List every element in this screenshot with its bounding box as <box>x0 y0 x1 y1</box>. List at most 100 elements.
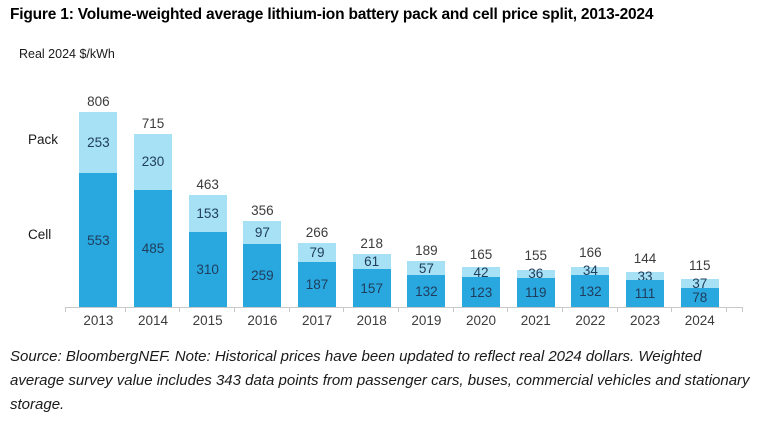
total-label-2018: 218 <box>360 236 383 252</box>
cell-segment-2017: 187 <box>298 261 337 307</box>
chart-column-2016: 356 97 259 <box>235 85 290 307</box>
bar-stack-2013: 806 253 553 <box>79 94 118 307</box>
chart-column-2023: 144 33 111 <box>618 85 673 307</box>
cell-value-label: 123 <box>469 284 493 300</box>
pack-segment-2023: 33 <box>626 269 665 284</box>
cell-segment-2023: 111 <box>626 280 665 307</box>
pack-segment-2014: 230 <box>134 134 172 190</box>
bar-stack-2017: 266 79 187 <box>298 225 337 307</box>
series-label-cell: Cell <box>28 227 52 242</box>
chart-column-2019: 189 57 132 <box>399 85 454 307</box>
axis-unit-label: Real 2024 $/kWh <box>19 47 115 61</box>
cell-segment-2018: 157 <box>352 269 391 307</box>
total-label-2013: 806 <box>87 94 110 110</box>
cell-segment-2020: 123 <box>462 277 501 307</box>
pack-value-label: 97 <box>254 225 270 241</box>
cell-value-label: 111 <box>634 286 656 302</box>
chart-column-2021: 155 36 119 <box>508 85 563 307</box>
total-label-2019: 189 <box>415 242 438 258</box>
total-label-2017: 266 <box>305 224 329 240</box>
pack-value-label: 42 <box>473 264 489 280</box>
pack-segment-2016: 97 <box>243 220 282 245</box>
x-axis-year-row: 2013 2014 2015 2016 2017 2018 2019 2020 2021 2022… <box>71 308 727 333</box>
year-label-2022: 2022 <box>563 308 618 333</box>
total-label-2024: 115 <box>688 258 711 274</box>
series-label-pack: Pack <box>28 132 59 147</box>
chart-column-2020: 165 42 123 <box>454 85 509 307</box>
bar-stack-2016: 356 97 259 <box>243 203 282 307</box>
cell-segment-2013: 553 <box>79 173 118 307</box>
total-label-2022: 166 <box>579 245 602 261</box>
chart-column-2018: 218 61 157 <box>344 85 399 307</box>
cell-segment-2015: 310 <box>188 232 227 307</box>
cell-value-label: 132 <box>415 283 438 299</box>
pack-segment-2019: 57 <box>407 260 446 276</box>
cell-segment-2021: 119 <box>516 278 555 307</box>
chart-column-2015: 463 153 310 <box>180 85 235 307</box>
year-label-2020: 2020 <box>454 308 509 333</box>
pack-segment-2013: 253 <box>79 112 118 174</box>
x-axis: 2013 2014 2015 2016 2017 2018 2019 2020 2021 2022… <box>65 307 743 333</box>
cell-value-label: 259 <box>251 268 274 284</box>
cell-segment-2019: 132 <box>407 275 446 307</box>
pack-segment-2018: 61 <box>352 254 391 270</box>
pack-segment-2015: 153 <box>188 194 227 232</box>
bar-stack-2022: 166 34 132 <box>571 245 610 307</box>
pack-value-label: 79 <box>309 244 325 260</box>
pack-value-label: 36 <box>528 266 544 282</box>
year-label-2013: 2013 <box>71 308 126 333</box>
pack-value-label: 34 <box>582 263 598 279</box>
bar-stack-2018: 218 61 157 <box>352 236 391 307</box>
pack-value-label: 33 <box>637 268 653 284</box>
pack-segment-2021: 36 <box>516 266 555 281</box>
pack-segment-2022: 34 <box>571 263 610 278</box>
bar-stack-2014: 715 230 485 <box>134 116 172 307</box>
total-label-2014: 715 <box>141 116 165 132</box>
cell-segment-2024: 78 <box>680 288 719 307</box>
cell-value-label: 310 <box>196 262 219 277</box>
chart-column-2014: 715 230 485 <box>126 85 181 307</box>
bar-stack-2023: 144 33 111 <box>626 251 665 307</box>
cell-value-label: 119 <box>524 285 547 301</box>
year-label-2014: 2014 <box>126 308 181 333</box>
year-label-2024: 2024 <box>672 308 727 333</box>
footer-note: Source: BloombergNEF. Note: Historical p… <box>10 348 750 413</box>
pack-value-label: 153 <box>196 205 219 221</box>
total-label-2023: 144 <box>633 250 657 266</box>
chart-column-2022: 166 34 132 <box>563 85 618 307</box>
cell-value-label: 485 <box>141 240 165 256</box>
plot-area: 806 253 553 715 230 485 463 153 310 356 97 259 266 79… <box>71 85 727 307</box>
total-label-2016: 356 <box>251 202 274 218</box>
total-label-2020: 165 <box>469 246 493 262</box>
bar-stack-2021: 155 36 119 <box>516 248 555 307</box>
cell-value-label: 187 <box>305 276 329 292</box>
year-label-2019: 2019 <box>399 308 454 333</box>
bar-stack-2015: 463 153 310 <box>188 177 227 307</box>
pack-value-label: 230 <box>141 154 165 170</box>
pack-segment-2020: 42 <box>462 264 501 280</box>
cell-value-label: 157 <box>360 280 383 296</box>
pack-value-label: 57 <box>418 260 434 276</box>
cell-value-label: 553 <box>87 232 110 248</box>
figure-title: Figure 1: Volume-weighted average lithiu… <box>10 6 654 23</box>
year-label-2016: 2016 <box>235 308 290 333</box>
pack-segment-2017: 79 <box>298 242 337 262</box>
pack-value-label: 61 <box>364 254 380 270</box>
year-label-2023: 2023 <box>618 308 673 333</box>
bar-stack-2020: 165 42 123 <box>462 247 501 307</box>
cell-value-label: 132 <box>579 283 602 299</box>
pack-segment-2024: 37 <box>680 276 719 292</box>
chart-column-2013: 806 253 553 <box>71 85 126 307</box>
bar-stack-2024: 115 37 78 <box>680 258 719 307</box>
cell-segment-2022: 132 <box>571 275 610 307</box>
cell-value-label: 78 <box>692 290 708 306</box>
year-label-2017: 2017 <box>290 308 345 333</box>
chart-column-2024: 115 37 78 <box>672 85 727 307</box>
year-label-2015: 2015 <box>180 308 235 333</box>
pack-value-label: 253 <box>87 135 110 151</box>
total-label-2021: 155 <box>524 248 547 264</box>
bar-stack-2019: 189 57 132 <box>407 243 446 307</box>
pack-value-label: 37 <box>692 276 708 292</box>
total-label-2015: 463 <box>196 176 219 192</box>
